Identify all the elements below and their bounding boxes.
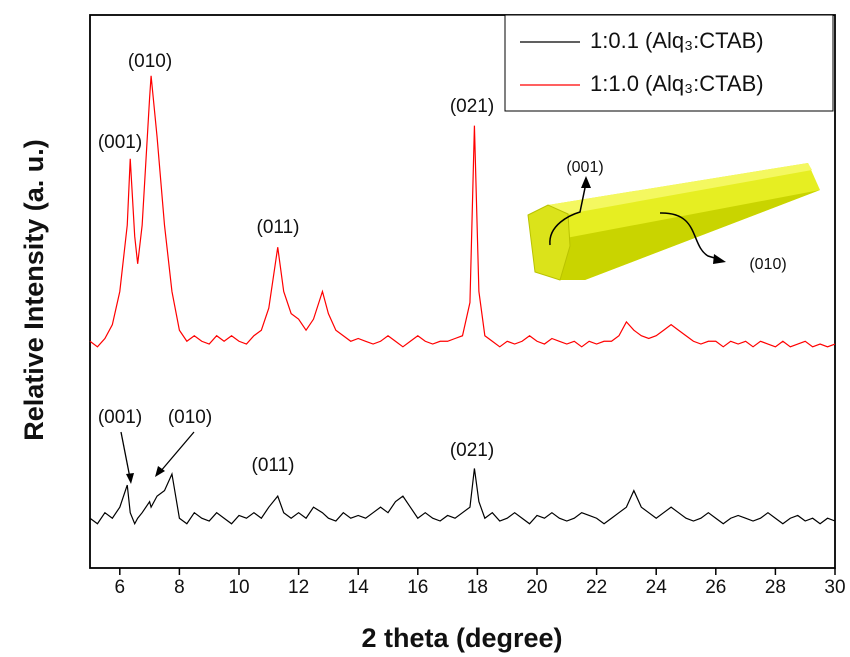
x-tick-label: 22 bbox=[586, 577, 607, 598]
arrow bbox=[120, 431, 131, 479]
legend-label: 1:0.1 (Alq₃:CTAB) bbox=[590, 28, 764, 53]
y-axis-title: Relative Intensity (a. u.) bbox=[19, 139, 49, 441]
x-axis-title: 2 theta (degree) bbox=[361, 623, 562, 653]
arrow bbox=[659, 212, 719, 260]
x-tick-label: 24 bbox=[646, 577, 668, 598]
x-tick-label: 12 bbox=[288, 577, 309, 598]
prism-top-face bbox=[548, 163, 812, 214]
peak-annotation: (001) bbox=[98, 407, 142, 428]
data-line bbox=[89, 468, 836, 526]
peak-annotation: (010) bbox=[168, 407, 212, 428]
arrowhead bbox=[581, 176, 591, 188]
data-line bbox=[89, 75, 836, 348]
peak-annotation: (021) bbox=[450, 96, 494, 117]
arrow bbox=[549, 182, 587, 246]
x-tick-label: 20 bbox=[526, 577, 547, 598]
legend-box bbox=[504, 14, 834, 112]
peak-annotation: (011) bbox=[252, 455, 295, 476]
plot-frame bbox=[89, 14, 836, 569]
peak-annotation: (010) bbox=[749, 256, 786, 273]
arrowhead bbox=[155, 466, 165, 477]
x-tick-label: 28 bbox=[765, 577, 786, 598]
arrowhead bbox=[126, 473, 134, 484]
x-tick-label: 18 bbox=[467, 577, 488, 598]
prism-end-face bbox=[527, 204, 571, 281]
inset-prism bbox=[527, 163, 820, 281]
x-tick-label: 30 bbox=[824, 577, 845, 598]
x-tick-label: 6 bbox=[115, 577, 126, 598]
peak-annotation: (001) bbox=[566, 159, 603, 176]
arrowhead bbox=[713, 254, 726, 264]
x-tick-label: 16 bbox=[407, 577, 428, 598]
x-tick-label: 26 bbox=[705, 577, 726, 598]
peak-annotation: (001) bbox=[98, 132, 142, 153]
peak-annotation: (011) bbox=[257, 217, 300, 238]
prism-lower-face bbox=[560, 190, 820, 280]
peak-annotation: (021) bbox=[450, 440, 494, 461]
x-tick-label: 8 bbox=[174, 577, 185, 598]
legend-label: 1:1.0 (Alq₃:CTAB) bbox=[590, 71, 764, 96]
arrow bbox=[159, 431, 195, 473]
peak-annotation: (010) bbox=[128, 51, 172, 72]
x-tick-label: 14 bbox=[348, 577, 370, 598]
x-tick-label: 10 bbox=[228, 577, 249, 598]
